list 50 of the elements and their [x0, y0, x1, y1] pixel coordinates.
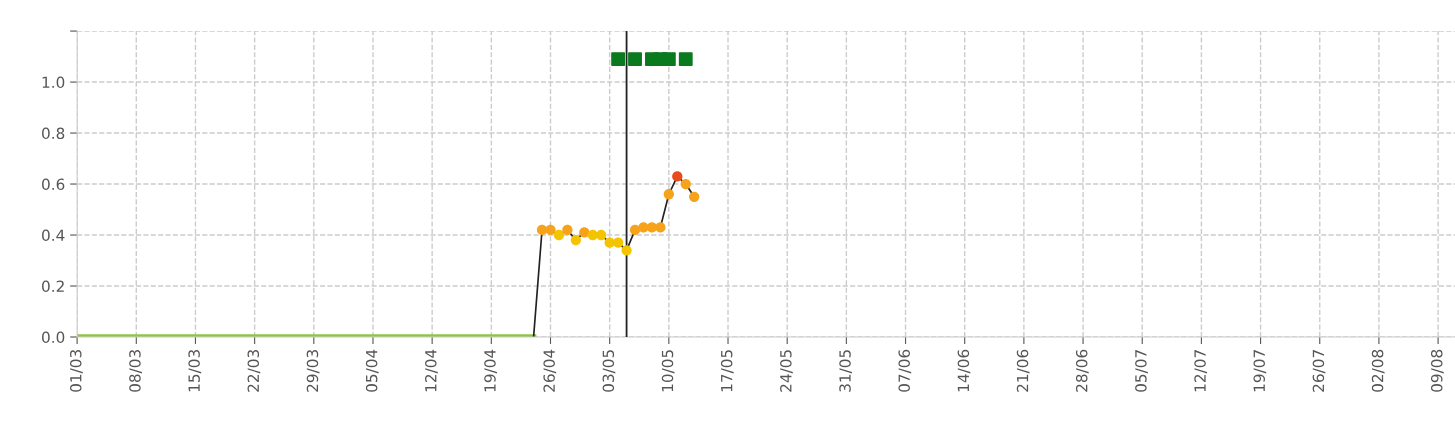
point — [562, 224, 573, 236]
x-tick-label: 24/05 — [780, 350, 793, 392]
point — [621, 245, 632, 256]
y-tick-label: 0.2 — [42, 280, 64, 293]
x-tick-label: 12/07 — [1194, 350, 1208, 392]
point — [536, 224, 548, 236]
x-tick-label: 26/07 — [1312, 350, 1326, 392]
x-tick-label: 17/05 — [720, 350, 734, 392]
x-tick-label: 28/06 — [1075, 349, 1089, 392]
y-tick-label: 0.0 — [42, 331, 65, 344]
point — [545, 224, 556, 236]
point — [661, 52, 676, 67]
x-tick-label: 07/06 — [898, 349, 912, 392]
point — [638, 222, 649, 233]
y-tick-label: 0.6 — [42, 178, 65, 191]
point — [628, 52, 642, 67]
point — [629, 224, 641, 236]
point — [672, 171, 683, 182]
x-tick-label: 12/04 — [425, 349, 438, 392]
point — [655, 222, 666, 233]
x-tick-label: 29/03 — [306, 350, 320, 392]
x-tick-label: 03/05 — [602, 350, 616, 392]
x-tick-label: 19/04 — [484, 349, 497, 392]
x-tick-label: 31/05 — [839, 350, 852, 392]
point — [663, 189, 674, 200]
x-tick-label: 22/03 — [247, 350, 261, 392]
x-tick-label: 10/05 — [661, 350, 675, 392]
point — [570, 234, 582, 246]
x-tick-label: 14/06 — [957, 349, 971, 392]
point — [579, 227, 590, 238]
x-tick-label: 02/08 — [1371, 349, 1385, 392]
x-tick-label: 26/04 — [543, 349, 557, 392]
point — [611, 52, 626, 67]
x-tick-label: 05/07 — [1135, 350, 1148, 392]
x-tick-label: 09/08 — [1430, 349, 1444, 392]
x-tick-label: 05/04 — [365, 349, 379, 392]
x-tick-label: 08/03 — [129, 350, 142, 392]
point — [689, 191, 700, 202]
x-tick-label: 15/03 — [188, 350, 202, 392]
point — [612, 237, 624, 248]
y-tick-label: 0.4 — [42, 229, 65, 242]
x-tick-label: 01/03 — [69, 350, 83, 392]
y-tick-label: 0.8 — [42, 127, 65, 140]
point — [678, 52, 693, 67]
x-tick-label: 19/07 — [1253, 350, 1267, 392]
x-tick-label: 21/06 — [1016, 349, 1030, 392]
y-tick-label: 1.0 — [42, 76, 65, 89]
point — [680, 178, 691, 190]
point — [596, 229, 607, 241]
point — [553, 229, 565, 241]
